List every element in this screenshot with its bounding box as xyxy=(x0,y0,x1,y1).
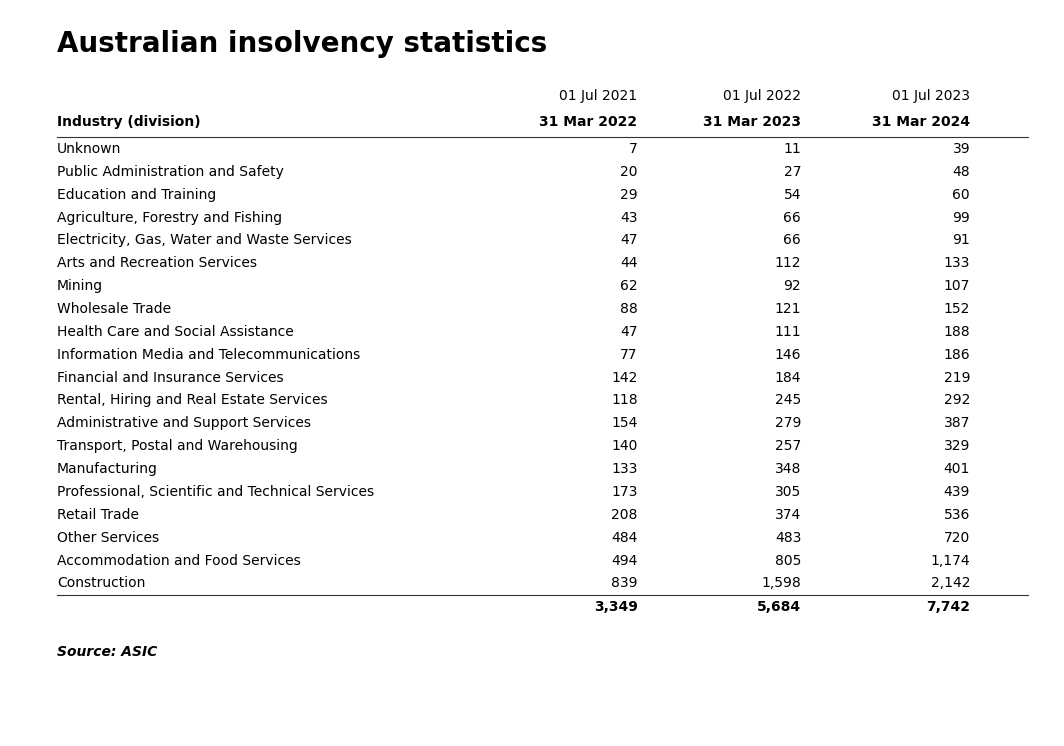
Text: 48: 48 xyxy=(952,165,970,179)
Text: 292: 292 xyxy=(944,393,970,407)
Text: 494: 494 xyxy=(611,554,637,568)
Text: 88: 88 xyxy=(620,302,637,316)
Text: 5,684: 5,684 xyxy=(758,600,801,614)
Text: 111: 111 xyxy=(775,325,801,339)
Text: 29: 29 xyxy=(620,188,637,201)
Text: 31 Mar 2024: 31 Mar 2024 xyxy=(872,115,970,129)
Text: 43: 43 xyxy=(620,210,637,225)
Text: 31 Mar 2023: 31 Mar 2023 xyxy=(703,115,801,129)
Text: 44: 44 xyxy=(620,257,637,270)
Text: 20: 20 xyxy=(620,165,637,179)
Text: Public Administration and Safety: Public Administration and Safety xyxy=(57,165,284,179)
Text: Construction: Construction xyxy=(57,577,146,590)
Text: 66: 66 xyxy=(783,210,801,225)
Text: 118: 118 xyxy=(611,393,637,407)
Text: 133: 133 xyxy=(611,462,637,476)
Text: 7: 7 xyxy=(629,142,637,156)
Text: 62: 62 xyxy=(620,279,637,293)
Text: 387: 387 xyxy=(944,416,970,430)
Text: Rental, Hiring and Real Estate Services: Rental, Hiring and Real Estate Services xyxy=(57,393,328,407)
Text: Industry (division): Industry (division) xyxy=(57,115,201,129)
Text: 121: 121 xyxy=(775,302,801,316)
Text: 279: 279 xyxy=(775,416,801,430)
Text: 112: 112 xyxy=(775,257,801,270)
Text: Other Services: Other Services xyxy=(57,530,160,545)
Text: 140: 140 xyxy=(611,439,637,454)
Text: Information Media and Telecommunications: Information Media and Telecommunications xyxy=(57,348,361,362)
Text: 7,742: 7,742 xyxy=(926,600,970,614)
Text: Professional, Scientific and Technical Services: Professional, Scientific and Technical S… xyxy=(57,485,375,499)
Text: 374: 374 xyxy=(775,508,801,521)
Text: 805: 805 xyxy=(775,554,801,568)
Text: 257: 257 xyxy=(775,439,801,454)
Text: Electricity, Gas, Water and Waste Services: Electricity, Gas, Water and Waste Servic… xyxy=(57,233,352,248)
Text: Manufacturing: Manufacturing xyxy=(57,462,157,476)
Text: 146: 146 xyxy=(775,348,801,362)
Text: 107: 107 xyxy=(944,279,970,293)
Text: 39: 39 xyxy=(952,142,970,156)
Text: 27: 27 xyxy=(784,165,801,179)
Text: 401: 401 xyxy=(944,462,970,476)
Text: 329: 329 xyxy=(944,439,970,454)
Text: 01 Jul 2023: 01 Jul 2023 xyxy=(892,89,970,103)
Text: Financial and Insurance Services: Financial and Insurance Services xyxy=(57,371,284,385)
Text: 184: 184 xyxy=(775,371,801,385)
Text: 348: 348 xyxy=(775,462,801,476)
Text: 305: 305 xyxy=(775,485,801,499)
Text: Unknown: Unknown xyxy=(57,142,121,156)
Text: 439: 439 xyxy=(944,485,970,499)
Text: 47: 47 xyxy=(620,325,637,339)
Text: 1,598: 1,598 xyxy=(762,577,801,590)
Text: 2,142: 2,142 xyxy=(931,577,970,590)
Text: 31 Mar 2022: 31 Mar 2022 xyxy=(539,115,637,129)
Text: 173: 173 xyxy=(611,485,637,499)
Text: 133: 133 xyxy=(944,257,970,270)
Text: 47: 47 xyxy=(620,233,637,248)
Text: Administrative and Support Services: Administrative and Support Services xyxy=(57,416,311,430)
Text: 154: 154 xyxy=(611,416,637,430)
Text: 186: 186 xyxy=(944,348,970,362)
Text: Education and Training: Education and Training xyxy=(57,188,216,201)
Text: Transport, Postal and Warehousing: Transport, Postal and Warehousing xyxy=(57,439,298,454)
Text: 142: 142 xyxy=(611,371,637,385)
Text: 219: 219 xyxy=(944,371,970,385)
Text: 152: 152 xyxy=(944,302,970,316)
Text: Agriculture, Forestry and Fishing: Agriculture, Forestry and Fishing xyxy=(57,210,282,225)
Text: 66: 66 xyxy=(783,233,801,248)
Text: 01 Jul 2021: 01 Jul 2021 xyxy=(560,89,637,103)
Text: 60: 60 xyxy=(952,188,970,201)
Text: 1,174: 1,174 xyxy=(931,554,970,568)
Text: 208: 208 xyxy=(611,508,637,521)
Text: Source: ASIC: Source: ASIC xyxy=(57,645,157,659)
Text: 99: 99 xyxy=(952,210,970,225)
Text: 01 Jul 2022: 01 Jul 2022 xyxy=(724,89,801,103)
Text: 536: 536 xyxy=(944,508,970,521)
Text: Mining: Mining xyxy=(57,279,103,293)
Text: 11: 11 xyxy=(783,142,801,156)
Text: 483: 483 xyxy=(775,530,801,545)
Text: 92: 92 xyxy=(783,279,801,293)
Text: Arts and Recreation Services: Arts and Recreation Services xyxy=(57,257,256,270)
Text: 77: 77 xyxy=(620,348,637,362)
Text: 839: 839 xyxy=(611,577,637,590)
Text: Retail Trade: Retail Trade xyxy=(57,508,139,521)
Text: 3,349: 3,349 xyxy=(594,600,637,614)
Text: Accommodation and Food Services: Accommodation and Food Services xyxy=(57,554,301,568)
Text: Australian insolvency statistics: Australian insolvency statistics xyxy=(57,30,547,58)
Text: 484: 484 xyxy=(611,530,637,545)
Text: Wholesale Trade: Wholesale Trade xyxy=(57,302,171,316)
Text: 188: 188 xyxy=(944,325,970,339)
Text: 54: 54 xyxy=(784,188,801,201)
Text: 720: 720 xyxy=(944,530,970,545)
Text: 91: 91 xyxy=(952,233,970,248)
Text: Health Care and Social Assistance: Health Care and Social Assistance xyxy=(57,325,294,339)
Text: 245: 245 xyxy=(775,393,801,407)
